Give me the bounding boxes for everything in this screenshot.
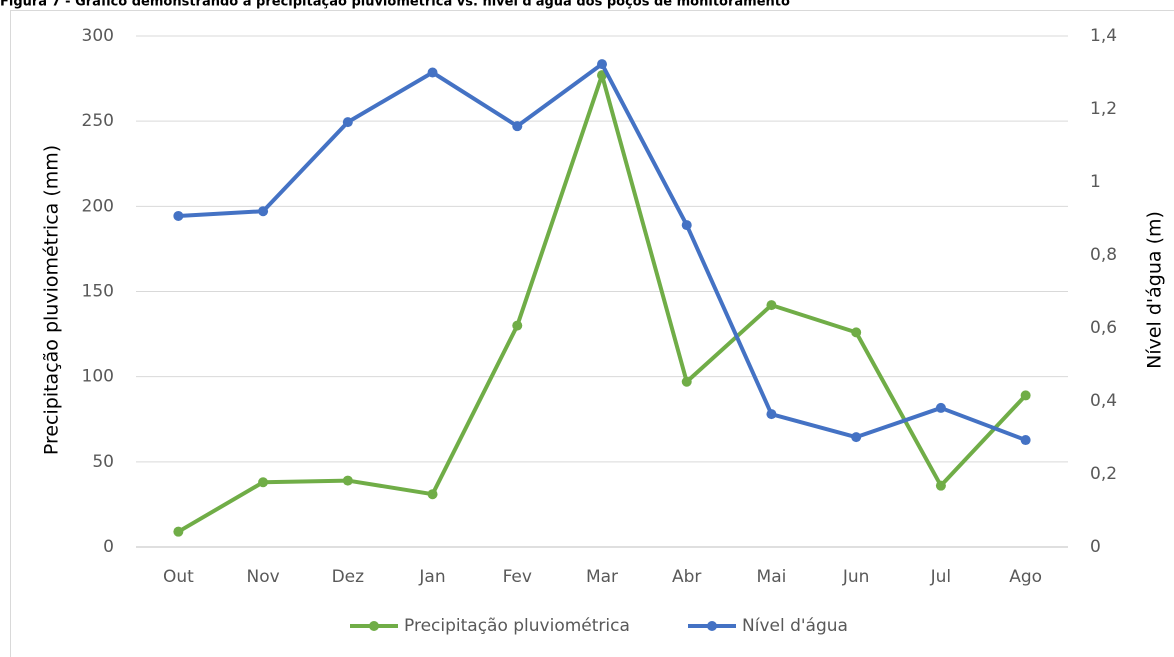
y2-tick-label: 1	[1090, 172, 1101, 192]
series-marker	[512, 121, 523, 132]
series-line	[178, 62, 1027, 442]
y-tick-label: 200	[82, 196, 114, 216]
chart-frame	[10, 10, 1174, 657]
series-marker	[427, 67, 438, 78]
y-tick-label: 50	[92, 452, 114, 472]
x-tick-label: Nov	[246, 567, 279, 587]
y-axis-label: Precipitação pluviométrica (mm)	[41, 145, 63, 455]
legend-label: Precipitação pluviométrica	[404, 616, 630, 636]
series-marker	[173, 210, 184, 221]
series-marker	[1020, 390, 1031, 401]
y-tick-label: 300	[82, 26, 114, 46]
series-marker	[342, 475, 353, 486]
x-tick-label: Mai	[757, 567, 787, 587]
series-marker	[342, 117, 353, 128]
legend-marker	[369, 621, 379, 631]
series-marker	[1020, 435, 1031, 446]
series-marker	[427, 489, 438, 500]
series-marker	[851, 327, 862, 338]
legend-marker	[707, 621, 717, 631]
x-tick-label: Jan	[418, 567, 445, 587]
series-marker	[851, 432, 862, 443]
series-marker	[512, 320, 523, 331]
y2-tick-label: 0	[1090, 537, 1101, 557]
x-tick-label: Jun	[842, 567, 870, 587]
y-tick-label: 250	[82, 111, 114, 131]
legend-label: Nível d'água	[742, 616, 848, 636]
series-marker	[935, 402, 946, 413]
series-marker	[766, 409, 777, 420]
y2-tick-label: 0,8	[1090, 245, 1117, 265]
x-tick-label: Jul	[930, 567, 952, 587]
x-tick-label: Abr	[672, 567, 701, 587]
y2-tick-label: 0,2	[1090, 464, 1117, 484]
y-tick-label: 150	[82, 282, 114, 302]
series-line	[177, 73, 1028, 534]
x-tick-label: Mar	[586, 567, 618, 587]
series-marker	[258, 477, 269, 488]
y2-tick-label: 0,6	[1090, 318, 1117, 338]
y2-tick-label: 0,4	[1090, 391, 1117, 411]
chart-title: Figura 7 - Gráfico demonstrando a precip…	[0, 0, 790, 10]
y-tick-label: 100	[82, 367, 114, 387]
series-marker	[597, 59, 607, 70]
x-tick-label: Ago	[1009, 567, 1042, 587]
series-marker	[935, 480, 946, 491]
x-tick-label: Out	[163, 567, 194, 587]
y2-axis-label: Nível d'água (m)	[1144, 211, 1166, 369]
y-tick-label: 0	[103, 537, 114, 557]
series-marker	[681, 220, 692, 231]
x-tick-label: Fev	[503, 567, 532, 587]
series-marker	[681, 376, 692, 387]
series-marker	[766, 300, 777, 311]
series-marker	[173, 526, 184, 537]
series-marker	[258, 206, 269, 217]
y2-tick-label: 1,2	[1090, 99, 1117, 119]
x-tick-label: Dez	[332, 567, 365, 587]
y2-tick-label: 1,4	[1090, 26, 1117, 46]
